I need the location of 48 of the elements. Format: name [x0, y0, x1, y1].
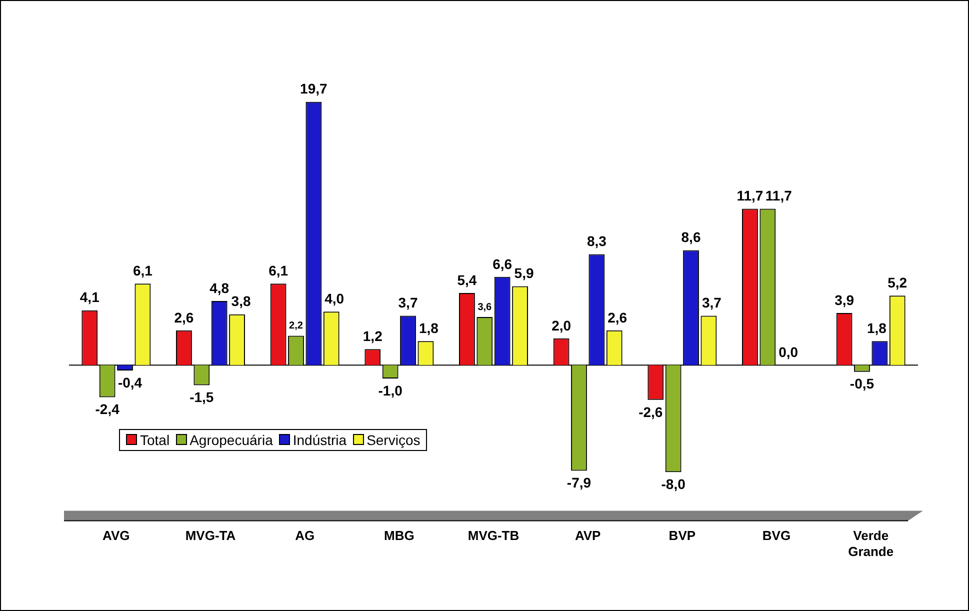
data-label: 4,1: [80, 289, 100, 306]
legend-label: Indústria: [292, 432, 347, 448]
data-label: -0,5: [850, 376, 874, 392]
data-label: 8,3: [586, 233, 607, 250]
x-tick-label: MBG: [384, 528, 414, 544]
data-label: 11,7: [765, 188, 792, 204]
legend-label: Serviços: [366, 432, 420, 448]
data-label: -1,5: [190, 389, 214, 406]
x-tick-label: MVG-TB: [468, 528, 520, 544]
data-label: -2,4: [95, 401, 120, 418]
data-label: 5,9: [514, 265, 534, 282]
x-tick-label: MVG-TA: [185, 528, 236, 544]
data-label: 2,6: [174, 309, 194, 326]
data-label: 11,7: [736, 188, 764, 204]
data-label: 8,6: [681, 229, 701, 246]
data-label: 2,0: [552, 317, 572, 334]
data-label: 5,2: [888, 274, 908, 290]
data-label: 1,8: [866, 320, 887, 336]
x-tick-label: Verde Grande: [848, 528, 894, 559]
x-tick-label: AVP: [574, 528, 602, 544]
data-label: 1,8: [418, 320, 439, 336]
data-label: 3,8: [231, 293, 251, 310]
data-label: 3,9: [834, 292, 854, 308]
data-label: 5,4: [457, 272, 477, 288]
legend-label: Total: [139, 432, 170, 448]
data-label: 2,2: [289, 320, 304, 332]
data-label: 3,7: [702, 294, 722, 311]
data-label: -0,4: [118, 374, 142, 390]
data-label: 6,6: [492, 256, 512, 272]
data-label: 6,1: [132, 262, 153, 278]
x-tick-label: AVG: [102, 528, 130, 544]
data-label: 19,7: [300, 80, 328, 97]
data-label: -1,0: [378, 382, 403, 398]
x-tick-label: AG: [295, 528, 315, 544]
legend-label: Agropecuária: [188, 432, 273, 448]
x-tick-label: BVG: [762, 528, 791, 544]
data-label: -7,9: [566, 474, 592, 491]
data-label: 2,6: [608, 309, 628, 326]
data-label: 1,2: [362, 328, 383, 344]
data-label: 4,0: [324, 290, 344, 307]
data-label: -2,6: [638, 404, 663, 420]
x-tick-label: BVP: [668, 528, 696, 544]
data-label: 3,6: [478, 302, 492, 313]
data-label: 6,1: [268, 262, 288, 278]
data-label: 4,8: [210, 280, 230, 296]
data-label: 0,0: [778, 344, 798, 360]
data-label: 3,7: [398, 294, 418, 311]
data-label: -8,0: [661, 476, 686, 492]
